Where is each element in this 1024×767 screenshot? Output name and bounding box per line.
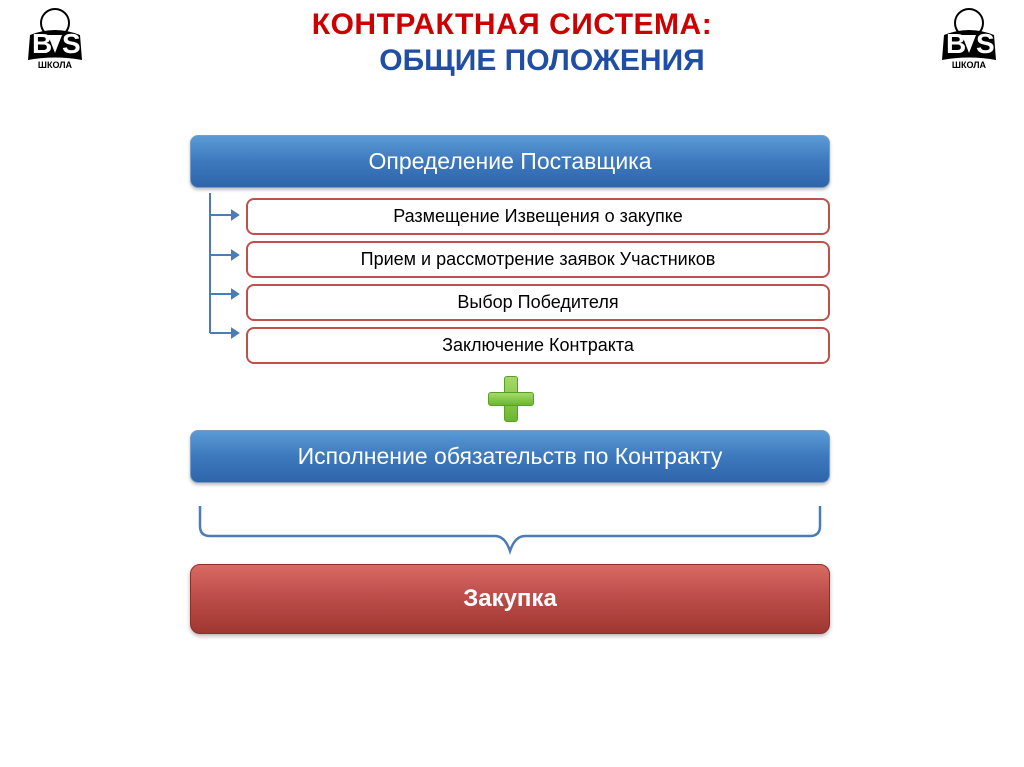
sub-item-2: Прием и рассмотрение заявок Участников <box>246 241 830 278</box>
sub-item-3: Выбор Победителя <box>246 284 830 321</box>
sub-item-1: Размещение Извещения о закупке <box>246 198 830 235</box>
page-title: КОНТРАКТНАЯ СИСТЕМА: ОБЩИЕ ПОЛОЖЕНИЯ <box>170 8 854 78</box>
svg-text:ШКОЛА: ШКОЛА <box>38 60 73 70</box>
svg-text:B: B <box>32 28 52 59</box>
mid-box-label: Исполнение обязательств по Контракту <box>298 443 723 469</box>
logo-right: B S ШКОЛА <box>924 5 1014 70</box>
svg-text:B: B <box>946 28 966 59</box>
title-line-1: КОНТРАКТНАЯ СИСТЕМА: <box>170 8 854 42</box>
logo-left: B S ШКОЛА <box>10 5 100 70</box>
sub-item-label: Заключение Контракта <box>442 335 634 355</box>
sub-item-4: Заключение Контракта <box>246 327 830 364</box>
svg-text:ШКОЛА: ШКОЛА <box>952 60 987 70</box>
mid-box: Исполнение обязательств по Контракту <box>190 430 830 483</box>
sub-items-group: Размещение Извещения о закупке Прием и р… <box>190 198 830 364</box>
header-box: Определение Поставщика <box>190 135 830 188</box>
sub-item-label: Размещение Извещения о закупке <box>393 206 683 226</box>
svg-text:S: S <box>976 28 995 59</box>
title-line-2: ОБЩИЕ ПОЛОЖЕНИЯ <box>230 44 854 78</box>
sub-item-label: Выбор Победителя <box>457 292 618 312</box>
plus-icon <box>488 376 532 420</box>
result-box: Закупка <box>190 564 830 634</box>
connector-lines <box>205 193 245 350</box>
brace-connector <box>190 501 830 556</box>
header-box-label: Определение Поставщика <box>368 148 651 174</box>
diagram-container: Определение Поставщика Размещение Извеще… <box>190 135 830 634</box>
svg-text:S: S <box>62 28 81 59</box>
sub-item-label: Прием и рассмотрение заявок Участников <box>361 249 716 269</box>
result-box-label: Закупка <box>463 585 557 612</box>
